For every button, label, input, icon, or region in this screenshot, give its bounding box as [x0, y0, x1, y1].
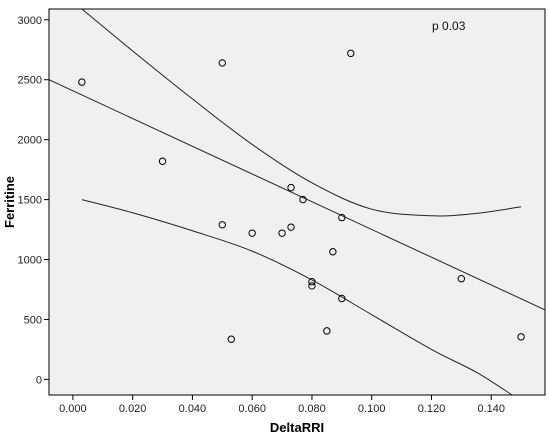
data-point — [158, 157, 167, 165]
data-point — [287, 183, 295, 192]
data-points — [78, 49, 525, 343]
data-point — [517, 333, 525, 341]
y-tick-label: 2000 — [18, 135, 42, 147]
y-tick-label: 2500 — [18, 75, 42, 87]
lower-confidence-curve — [81, 199, 513, 395]
data-point — [299, 195, 307, 204]
data-point — [278, 229, 286, 237]
x-tick-label: 0.100 — [358, 403, 386, 415]
data-point — [347, 49, 355, 58]
x-tick-label: 0.080 — [298, 403, 326, 415]
x-tick-label: 0.060 — [238, 403, 266, 415]
y-axis-title: Ferritine — [2, 176, 17, 228]
data-point — [329, 248, 337, 256]
x-tick-label: 0.000 — [59, 403, 87, 415]
y-tick-label: 3000 — [18, 15, 42, 27]
p-value-annotation: p 0.03 — [432, 19, 466, 33]
regression-curves — [49, 9, 545, 395]
y-axis-ticks: 0 500 1000 1500 2000 2500 3000 — [18, 15, 49, 386]
data-point — [338, 294, 346, 303]
y-tick-label: 0 — [36, 374, 42, 386]
data-point — [248, 229, 256, 237]
x-tick-label: 0.020 — [119, 403, 147, 415]
x-tick-label: 0.120 — [418, 403, 446, 415]
data-point — [338, 213, 346, 222]
x-tick-label: 0.140 — [477, 403, 505, 415]
y-tick-label: 1000 — [18, 255, 42, 267]
data-point — [308, 278, 316, 286]
x-axis-ticks: 0.000 0.020 0.040 0.060 0.080 0.100 0.120 0.140 — [59, 395, 505, 415]
data-point — [78, 78, 86, 86]
data-point — [308, 282, 316, 290]
x-tick-label: 0.040 — [179, 403, 207, 415]
data-point — [323, 327, 331, 335]
y-tick-label: 1500 — [18, 195, 42, 207]
plot-area — [48, 8, 546, 396]
fit-line — [49, 79, 545, 311]
x-axis-title: DeltaRRI — [270, 420, 324, 435]
data-point — [227, 335, 235, 343]
data-point — [457, 275, 466, 283]
upper-confidence-curve — [81, 9, 522, 217]
y-tick-label: 500 — [24, 314, 42, 326]
data-point — [218, 59, 227, 67]
data-point — [287, 223, 295, 231]
data-point — [218, 221, 227, 229]
